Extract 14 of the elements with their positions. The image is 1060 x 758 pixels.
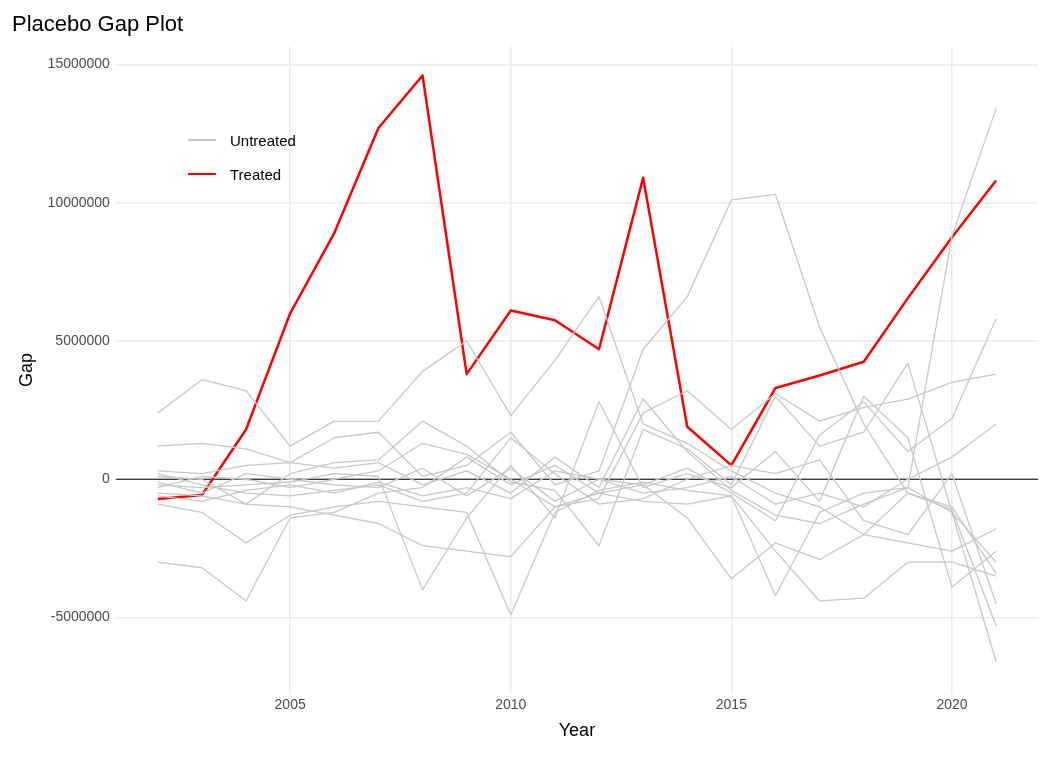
x-tick-label: 2005 [274, 695, 306, 712]
y-tick-label: -5000000 [50, 608, 111, 625]
x-tick-label: 2020 [936, 695, 968, 712]
y-axis-title: Gap [15, 352, 36, 388]
y-tick-label: 15000000 [47, 55, 111, 72]
legend-label: Untreated [230, 131, 296, 149]
x-tick-label: 2010 [495, 695, 527, 712]
x-tick-label: 2015 [715, 695, 748, 712]
y-tick-label: 10000000 [47, 193, 111, 210]
x-axis-title: Year [558, 720, 596, 741]
y-tick-label: 0 [102, 470, 111, 487]
chart-title: Placebo Gap Plot [12, 11, 184, 37]
legend-label: Treated [230, 165, 282, 183]
y-tick-label: 5000000 [55, 331, 111, 348]
